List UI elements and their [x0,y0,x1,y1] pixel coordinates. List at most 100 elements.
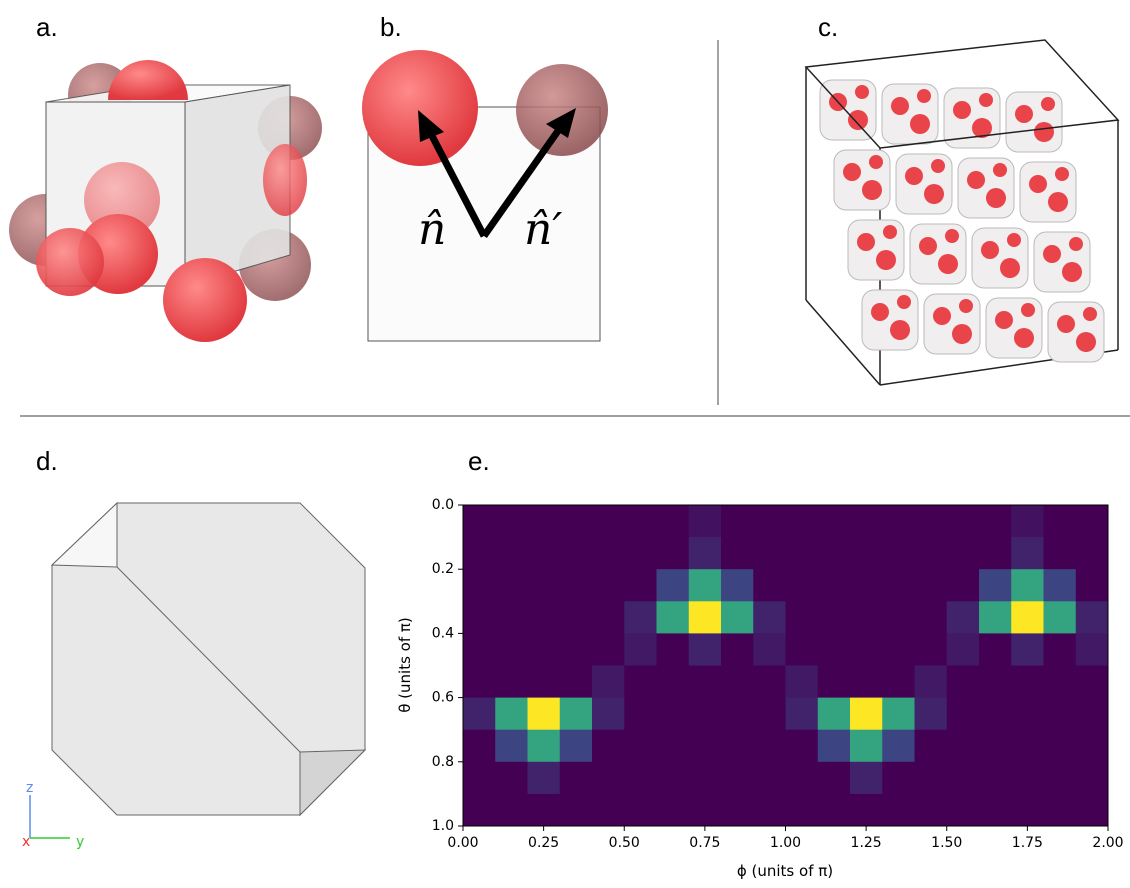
heat-cell [1044,505,1077,538]
crystal-dot [855,85,869,99]
crystal-dot [905,167,923,185]
heat-cell [592,666,625,699]
heat-cell [979,794,1012,827]
heat-cell [689,537,722,570]
heat-cell [592,730,625,763]
heat-cell [1011,698,1044,731]
crystal-dot [959,299,973,313]
heat-cell [1044,794,1077,827]
x-tick-label: 1.25 [851,835,882,851]
heat-cell [1044,633,1077,666]
heat-cell [818,698,851,731]
heatmap: 0.000.250.500.751.001.251.501.752.000.00… [432,497,1124,851]
x-axis-label: ϕ (units of π) [737,862,833,880]
heat-cell [463,762,496,795]
heat-cell [657,698,690,731]
heat-cell [721,633,754,666]
heat-cell [850,633,883,666]
panel-label: e. [468,446,490,476]
heat-cell [915,762,948,795]
heat-cell [979,537,1012,570]
heat-cell [979,569,1012,602]
heat-cell [947,505,980,538]
heat-cell [528,794,561,827]
crystal-dot [1034,122,1054,142]
y-tick-label: 0.4 [432,625,454,641]
heat-cell [560,537,593,570]
crystal-dot [1083,307,1097,321]
heat-cell [915,633,948,666]
heat-cell [850,569,883,602]
heat-cell [528,666,561,699]
heat-cell [947,666,980,699]
heat-cell [657,505,690,538]
cube-illustration [9,60,322,342]
crystal-dot [890,320,910,340]
heat-cell [560,794,593,827]
crystal-dot [993,163,1007,177]
heat-cell [560,633,593,666]
crystal-dot [897,295,911,309]
heat-cell [592,537,625,570]
heat-cell [560,762,593,795]
heat-cell [882,537,915,570]
heat-cell [1076,505,1109,538]
crystal-dot [848,110,868,130]
x-tick-label: 0.75 [689,835,720,851]
heat-cell [657,666,690,699]
heat-cell [1044,601,1077,634]
heat-cell [657,730,690,763]
heat-cell [560,569,593,602]
heat-cell [786,537,819,570]
heat-cell [882,666,915,699]
heat-cell [753,666,786,699]
heat-cell [1076,666,1109,699]
heat-cell [592,698,625,731]
heat-cell [1011,762,1044,795]
heat-cell [818,569,851,602]
crystal-dot [979,93,993,107]
heat-cell [657,794,690,827]
crystal-dot [952,324,972,344]
panel-label: a. [36,12,58,42]
heat-cell [947,762,980,795]
heat-cell [495,601,528,634]
heat-cell [882,794,915,827]
heat-cell [947,601,980,634]
heat-cell [882,762,915,795]
heat-cell [882,730,915,763]
crystal-dot [995,311,1013,329]
heat-cell [528,762,561,795]
heat-cell [818,666,851,699]
crystal-dot [1000,258,1020,278]
heat-cell [560,698,593,731]
heat-cell [1044,569,1077,602]
heat-cell [657,762,690,795]
crystal-dot [917,89,931,103]
x-tick-label: 0.50 [609,835,640,851]
heat-cell [1011,794,1044,827]
heat-cell [495,730,528,763]
heat-cell [786,698,819,731]
heat-cell [1011,601,1044,634]
crystal-dot [876,250,896,270]
heat-cell [463,633,496,666]
heat-cell [1076,730,1109,763]
crystal-dot [1062,262,1082,282]
heat-cell [1011,666,1044,699]
heat-cell [818,730,851,763]
heat-cell [915,794,948,827]
heat-cell [818,762,851,795]
heat-cell [528,730,561,763]
heat-cell [850,762,883,795]
heat-cell [689,794,722,827]
heat-cell [624,633,657,666]
heat-cell [560,666,593,699]
heat-cell [463,569,496,602]
heat-cell [882,698,915,731]
heat-cell [689,601,722,634]
heat-cell [495,569,528,602]
heat-cell [979,601,1012,634]
heat-cell [1076,794,1109,827]
crystal-dot [871,303,889,321]
